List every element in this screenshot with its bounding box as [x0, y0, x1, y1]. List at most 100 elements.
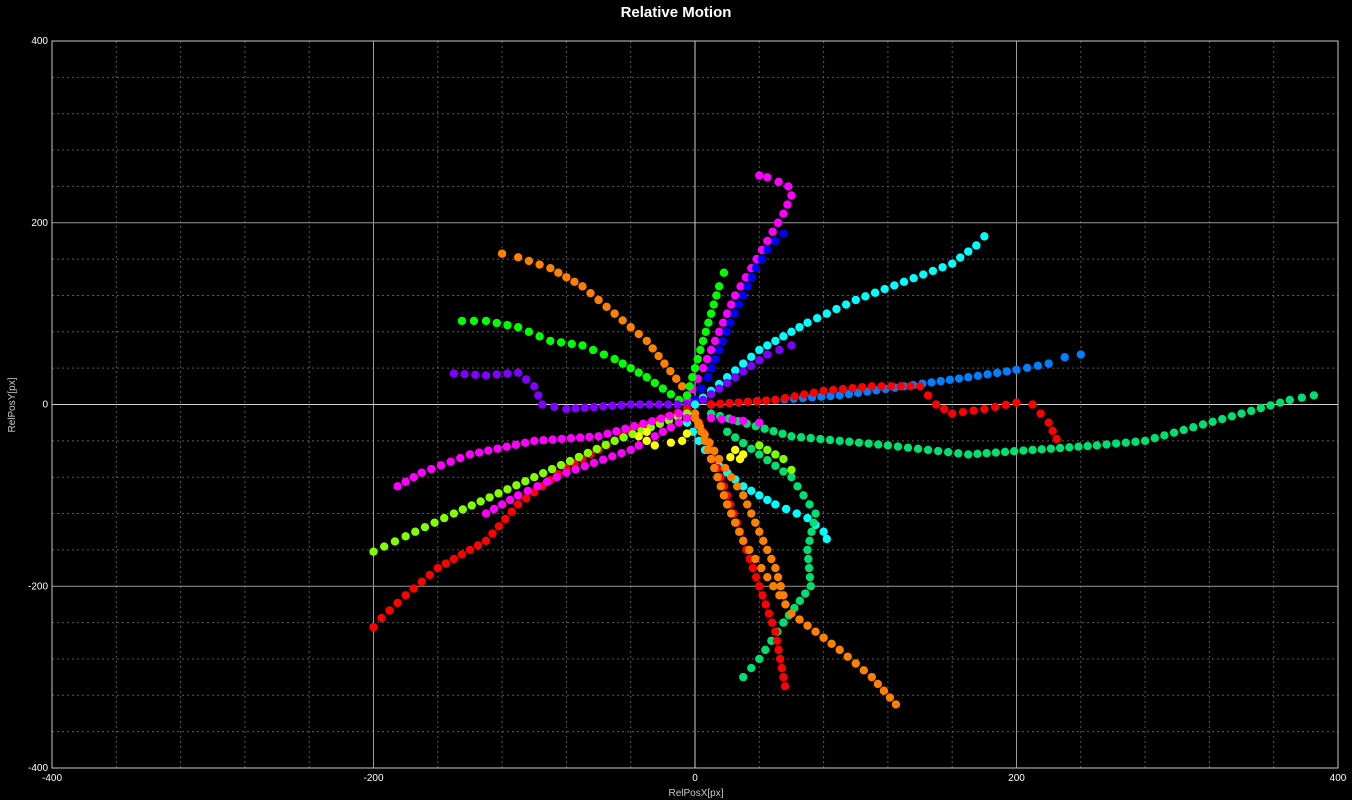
x-tick-label: 0 [692, 773, 698, 784]
data-point [449, 509, 459, 518]
data-point [664, 400, 673, 409]
data-point [899, 277, 909, 287]
data-point [481, 536, 491, 546]
data-point [520, 438, 530, 447]
data-point [713, 473, 722, 482]
data-point [710, 336, 720, 346]
data-point [710, 446, 719, 456]
data-point [864, 439, 873, 448]
data-point [747, 663, 756, 673]
data-point [1131, 437, 1140, 446]
data-point [739, 438, 748, 448]
data-point [1169, 428, 1179, 437]
data-point [690, 400, 700, 409]
data-point [780, 682, 790, 691]
data-point [714, 345, 724, 355]
data-point [763, 350, 772, 359]
data-point [714, 327, 724, 336]
data-point [803, 621, 812, 630]
data-point [471, 370, 480, 380]
data-point [883, 441, 893, 450]
data-point [812, 313, 822, 323]
data-point [441, 559, 451, 568]
data-point [535, 332, 544, 341]
data-point [601, 440, 610, 450]
data-point [513, 500, 523, 509]
data-point [660, 359, 669, 368]
data-point [485, 493, 494, 502]
data-point [548, 435, 557, 444]
data-point [706, 345, 716, 355]
data-point [859, 666, 868, 675]
data-point [417, 577, 426, 586]
data-point [890, 281, 899, 290]
data-point [650, 441, 660, 450]
data-point [938, 263, 947, 272]
data-point [767, 554, 776, 564]
data-point [747, 486, 756, 496]
data-point [783, 200, 792, 209]
data-point [1055, 443, 1065, 453]
data-point [751, 554, 760, 564]
data-point [755, 527, 764, 536]
data-point [980, 404, 989, 414]
data-point [1060, 353, 1069, 362]
data-point [806, 582, 815, 591]
data-point [716, 482, 725, 491]
data-point [832, 304, 841, 314]
data-point [891, 700, 901, 709]
data-point [1065, 443, 1074, 452]
data-point [958, 407, 968, 417]
data-point [1044, 359, 1053, 368]
data-point [805, 536, 814, 546]
data-point [893, 442, 903, 451]
data-point [542, 477, 552, 486]
data-point [1036, 409, 1045, 418]
data-point [972, 241, 981, 250]
data-point [755, 345, 764, 355]
data-point [706, 454, 716, 464]
x-axis-label: RelPosX[px] [668, 788, 723, 799]
data-point [779, 591, 788, 600]
data-point [969, 406, 978, 415]
data-point [771, 461, 780, 471]
series-12 [722, 427, 820, 682]
data-point [775, 345, 784, 355]
data-point [923, 445, 933, 455]
data-point [734, 300, 744, 309]
data-point [822, 309, 832, 318]
data-point [473, 541, 483, 550]
data-point [722, 378, 732, 388]
data-point [735, 527, 744, 536]
data-point [755, 491, 764, 500]
data-point [879, 686, 889, 695]
series-19 [481, 413, 692, 518]
data-point [720, 463, 730, 473]
data-point [787, 609, 796, 618]
y-tick-label: 0 [42, 400, 48, 411]
data-point [698, 395, 708, 405]
data-point [401, 532, 410, 541]
data-point [771, 500, 780, 509]
data-point [714, 384, 724, 393]
data-point [602, 302, 611, 312]
series-2 [690, 232, 989, 409]
data-point [787, 473, 796, 482]
data-point [775, 654, 785, 664]
data-point [763, 572, 772, 582]
data-point [672, 374, 681, 383]
data-point [562, 273, 571, 282]
data-point [1033, 361, 1043, 370]
data-point [903, 443, 913, 452]
data-point [933, 446, 943, 456]
data-point [1044, 418, 1053, 427]
data-point [481, 509, 491, 518]
data-point [851, 659, 860, 668]
data-point [497, 500, 507, 509]
data-point [751, 572, 761, 582]
y-tick-label: 400 [31, 36, 48, 47]
data-point [874, 440, 883, 449]
data-point [805, 500, 814, 509]
data-point [425, 570, 434, 580]
data-point [612, 427, 621, 436]
